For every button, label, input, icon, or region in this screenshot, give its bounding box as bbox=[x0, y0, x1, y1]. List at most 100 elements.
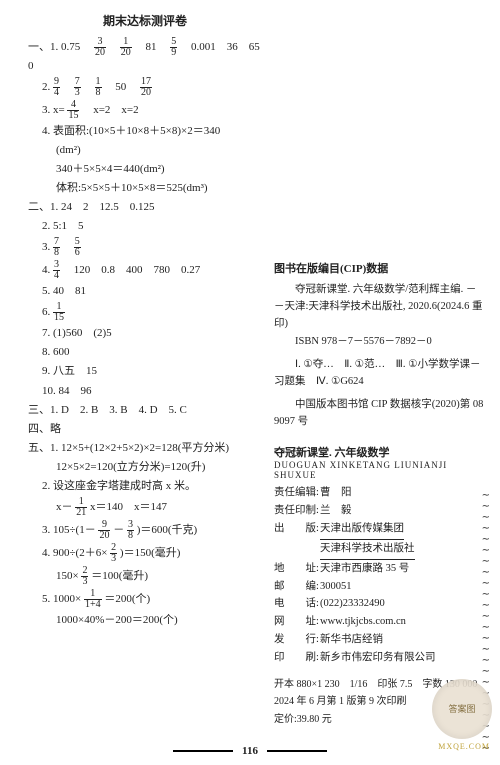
s5-l4b: 150× 23 ＝100(毫升) bbox=[28, 566, 262, 587]
val: 天津科学技术出版社 bbox=[320, 540, 415, 560]
watermark: 答案图 bbox=[432, 679, 492, 739]
txt: 5. 1000× bbox=[42, 593, 81, 605]
s5-l4: 4. 900÷(2＋6× 23 )＝150(毫升) bbox=[28, 543, 262, 564]
lab: 责任印制: bbox=[274, 502, 320, 520]
frac: 38 bbox=[127, 520, 134, 541]
meta-block: 责任编辑:曹 阳 责任印制:兰 毅 出 版:天津出版传媒集团 天津科学技术出版社… bbox=[274, 484, 484, 666]
exam-title: 期末达标测评卷 bbox=[28, 12, 262, 29]
txt: 4. bbox=[42, 264, 53, 276]
footer-line-left bbox=[173, 750, 233, 752]
txt: x－ bbox=[56, 501, 73, 513]
frac: 59 bbox=[170, 37, 177, 58]
row-print: 责任印制:兰 毅 bbox=[274, 502, 484, 520]
txt: 4. 900÷(2＋6× bbox=[42, 547, 107, 559]
row-dist: 发 行:新华书店经销 bbox=[274, 631, 484, 649]
right-column: 图书在版编目(CIP)数据 夺冠新课堂. 六年级数学/范利辉主编. －－天津:天… bbox=[274, 260, 484, 729]
s2-l5: 5. 40 81 bbox=[28, 283, 262, 300]
txt: 3. 105÷(1－ bbox=[42, 524, 96, 536]
s5-l2b: x－ 121 x＝140 x＝147 bbox=[28, 497, 262, 518]
val: 300051 bbox=[320, 578, 352, 596]
left-column: 期末达标测评卷 一、1. 0.75 320 120 81 59 0.001 36… bbox=[28, 12, 262, 631]
s2-l1: 二、1. 24 2 12.5 0.125 bbox=[28, 199, 262, 216]
txt: x=2 x=2 bbox=[82, 104, 138, 116]
lab: 责任编辑: bbox=[274, 484, 320, 502]
frac: 78 bbox=[53, 237, 60, 258]
s2-l10: 10. 84 96 bbox=[28, 383, 262, 400]
footer-line-right bbox=[267, 750, 327, 752]
s5-l2: 2. 设这座金字塔建成时高 x 米。 bbox=[28, 478, 262, 495]
s1-l1: 一、1. 0.75 320 120 81 59 0.001 36 650 bbox=[28, 37, 262, 75]
frac: 23 bbox=[110, 543, 117, 564]
book-pinyin: DUOGUAN XINKETANG LIUNIANJI SHUXUE bbox=[274, 460, 484, 480]
s1-l1b: 81 bbox=[135, 41, 168, 53]
s2-l6: 6. 115 bbox=[28, 302, 262, 323]
frac: 18 bbox=[95, 77, 102, 98]
frac: 34 bbox=[53, 260, 60, 281]
cip3: Ⅰ. ①夺… Ⅱ. ①范… Ⅲ. ①小学数学课－习题集 Ⅳ. ①G624 bbox=[274, 357, 484, 391]
s2-l8: 8. 600 bbox=[28, 344, 262, 361]
row-pub2: 天津科学技术出版社 bbox=[274, 540, 484, 560]
frac: 415 bbox=[67, 100, 79, 121]
s1-l4b: (dm²) bbox=[28, 142, 262, 159]
frac: 56 bbox=[74, 237, 81, 258]
cip2: ISBN 978－7－5576－7892－0 bbox=[274, 334, 484, 351]
s1-l1a: 一、1. 0.75 bbox=[28, 41, 91, 53]
lab: 发 行: bbox=[274, 631, 320, 649]
frac: 73 bbox=[74, 77, 81, 98]
row-addr: 地 址:天津市西康路 35 号 bbox=[274, 560, 484, 578]
val: (022)23332490 bbox=[320, 595, 385, 613]
s1-l4d: 体积:5×5×5＋10×5×8＝525(dm³) bbox=[28, 180, 262, 197]
sec4: 四、略 bbox=[28, 421, 262, 438]
cip-block: 图书在版编目(CIP)数据 夺冠新课堂. 六年级数学/范利辉主编. －－天津:天… bbox=[274, 260, 484, 430]
page-number: 116 bbox=[242, 745, 258, 757]
s2-l3: 3. 78 56 bbox=[28, 237, 262, 258]
s5-l5: 5. 1000× 11+4 ＝200(个) bbox=[28, 589, 262, 610]
txt: － bbox=[113, 524, 124, 536]
watermark-text: 答案图 bbox=[448, 704, 475, 715]
frac: 920 bbox=[98, 520, 110, 541]
txt: x＝140 x＝147 bbox=[90, 501, 167, 513]
book-title: 夺冠新课堂. 六年级数学 bbox=[274, 444, 484, 460]
cip-title: 图书在版编目(CIP)数据 bbox=[274, 260, 484, 276]
row-printc: 印 刷:新乡市伟宏印务有限公司 bbox=[274, 649, 484, 667]
lab bbox=[274, 540, 320, 560]
s1-l4c: 340＋5×5×4＝440(dm²) bbox=[28, 161, 262, 178]
val: www.tjkjcbs.com.cn bbox=[320, 613, 406, 631]
row-pub: 出 版:天津出版传媒集团 bbox=[274, 520, 484, 540]
txt: ＝100(毫升) bbox=[91, 570, 148, 582]
lab: 邮 编: bbox=[274, 578, 320, 596]
frac: 11+4 bbox=[84, 589, 102, 610]
val: 曹 阳 bbox=[320, 484, 352, 502]
s5-l3: 3. 105÷(1－ 920 － 38 )＝600(千克) bbox=[28, 520, 262, 541]
txt: )＝150(毫升) bbox=[120, 547, 181, 559]
s1-l2: 2. 94 73 18 50 1720 bbox=[28, 77, 262, 98]
s5-l1b: 12×5×2=120(立方分米)=120(升) bbox=[28, 459, 262, 476]
row-post: 邮 编:300051 bbox=[274, 578, 484, 596]
lab: 网 址: bbox=[274, 613, 320, 631]
frac: 121 bbox=[75, 497, 87, 518]
val: 兰 毅 bbox=[320, 502, 352, 520]
frac: 94 bbox=[53, 77, 60, 98]
txt: 120 0.8 400 780 0.27 bbox=[63, 264, 201, 276]
txt: 2. bbox=[42, 81, 53, 93]
val: 新乡市伟宏印务有限公司 bbox=[320, 649, 436, 667]
s5-l1a: 五、1. 12×5+(12×2+5×2)×2=128(平方分米) bbox=[28, 440, 262, 457]
sec3: 三、1. D 2. B 3. B 4. D 5. C bbox=[28, 402, 262, 419]
txt: 3. x= bbox=[42, 104, 65, 116]
cip1: 夺冠新课堂. 六年级数学/范利辉主编. －－天津:天津科学技术出版社, 2020… bbox=[274, 282, 484, 332]
txt: 50 bbox=[104, 81, 137, 93]
s5-l5b: 1000×40%－200＝200(个) bbox=[28, 612, 262, 629]
txt: )＝600(千克) bbox=[137, 524, 198, 536]
txt: 150× bbox=[56, 570, 79, 582]
row-editor: 责任编辑:曹 阳 bbox=[274, 484, 484, 502]
val: 新华书店经销 bbox=[320, 631, 383, 649]
txt: 6. bbox=[42, 306, 53, 318]
txt: ＝200(个) bbox=[104, 593, 150, 605]
page-number-wrap: 116 bbox=[0, 745, 500, 757]
frac: 23 bbox=[81, 566, 88, 587]
s1-l3: 3. x= 415 x=2 x=2 bbox=[28, 100, 262, 121]
s2-l7: 7. (1)560 (2)5 bbox=[28, 325, 262, 342]
frac: 120 bbox=[120, 37, 132, 58]
s1-l4a: 4. 表面积:(10×5＋10×8＋5×8)×2＝340 bbox=[28, 123, 262, 140]
book-info: 夺冠新课堂. 六年级数学 DUOGUAN XINKETANG LIUNIANJI… bbox=[274, 444, 484, 480]
